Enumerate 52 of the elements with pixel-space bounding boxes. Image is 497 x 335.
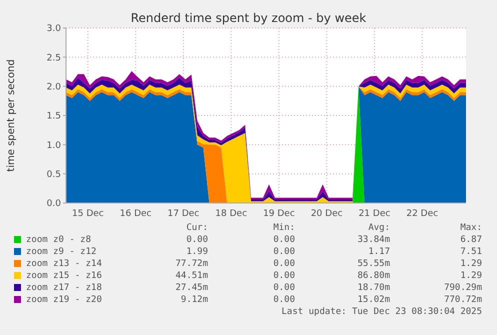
text: 1.99 (186, 247, 208, 257)
text: 44.51m (175, 271, 208, 281)
x-tick-label: 15 Dec (72, 209, 104, 219)
x-tick-label: 21 Dec (358, 209, 390, 219)
y-tick-label: 2.5 (46, 53, 61, 64)
text: 0.00 (273, 259, 295, 269)
text: 6.87 (460, 235, 482, 245)
text: Max: (460, 223, 482, 233)
text: 0.00 (273, 235, 295, 245)
y-tick-label: 2.0 (46, 82, 62, 92)
y-tick-label: 0.5 (46, 170, 61, 180)
x-tick-label: 22 Dec (406, 209, 438, 219)
text: 33.84m (357, 235, 390, 245)
text: 27.45m (175, 283, 208, 293)
text: 1.29 (460, 271, 482, 281)
text: 770.72m (444, 295, 482, 305)
chart-title: Renderd time spent by zoom - by week (130, 11, 366, 25)
y-tick-label: 1.5 (46, 112, 61, 122)
text: 1.17 (368, 247, 390, 257)
x-tick-label: 18 Dec (215, 209, 248, 219)
text: 86.80m (357, 271, 390, 281)
legend-label: zoom z17 - z18 (26, 283, 102, 293)
text: 55.55m (357, 259, 390, 269)
x-tick-label: 16 Dec (120, 209, 152, 219)
text: Avg: (368, 223, 390, 233)
text: 0.00 (186, 235, 208, 245)
text: Min: (273, 223, 295, 233)
text: 0.00 (273, 295, 295, 305)
text: 0.00 (273, 283, 295, 293)
text: 9.12m (180, 295, 208, 305)
x-tick-label: 20 Dec (310, 209, 343, 219)
y-tick-label: 1.0 (46, 140, 62, 151)
x-tick-label: 19 Dec (263, 209, 295, 219)
text: Cur: (186, 223, 208, 233)
legend-label: zoom z19 - z20 (26, 295, 102, 305)
y-tick-label: 3.0 (46, 24, 62, 34)
text: Last update: Tue Dec 23 08:30:04 2025 (282, 307, 482, 317)
legend-label: zoom z9 - z12 (26, 247, 96, 257)
legend-label: zoom z0 - z8 (26, 235, 92, 245)
text: 0.00 (273, 271, 295, 281)
text: 15.02m (357, 295, 390, 305)
text: 0.00 (273, 247, 295, 257)
x-tick-label: 17 Dec (168, 209, 200, 219)
y-tick-label: 0.0 (46, 199, 62, 210)
text: 7.51 (460, 247, 482, 257)
text: 77.72m (175, 259, 208, 269)
y-axis-title: time spent per second (6, 59, 17, 172)
legend-label: zoom z13 - z14 (26, 259, 102, 269)
text: 790.29m (444, 283, 482, 293)
legend-label: zoom z15 - z16 (26, 271, 102, 281)
text: 1.29 (460, 259, 482, 269)
text: 18.70m (357, 283, 390, 293)
